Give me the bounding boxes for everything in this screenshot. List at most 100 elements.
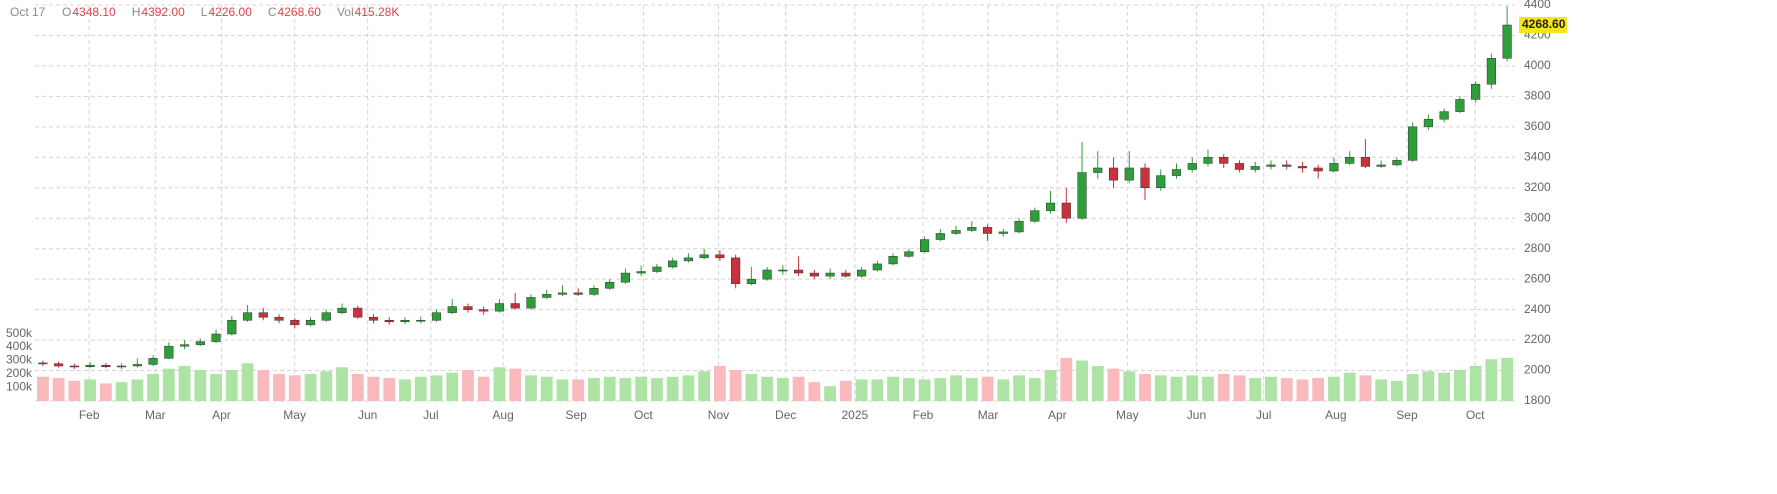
volume-bar bbox=[1391, 380, 1403, 401]
candle-body bbox=[825, 272, 835, 277]
x-tick-label: 2025 bbox=[841, 408, 868, 422]
volume-tick-label: 100k bbox=[6, 380, 33, 394]
x-tick-label: Apr bbox=[212, 408, 231, 422]
x-tick-label: Oct bbox=[1466, 408, 1485, 422]
y-tick-label: 4400 bbox=[1524, 0, 1551, 11]
candle-body bbox=[337, 307, 347, 313]
volume-bar bbox=[1154, 375, 1167, 401]
candle-body bbox=[290, 320, 300, 326]
y-tick-label: 4000 bbox=[1524, 58, 1551, 72]
volume-bar bbox=[399, 379, 411, 401]
volume-bar bbox=[1139, 374, 1151, 401]
volume-bar bbox=[1186, 375, 1199, 401]
candle-body bbox=[1187, 163, 1197, 170]
last-price-badge bbox=[1519, 17, 1567, 34]
volume-bar bbox=[115, 382, 128, 401]
last-price-label: 4268.60 bbox=[1522, 17, 1566, 31]
candle-body bbox=[38, 362, 48, 365]
volume-bar bbox=[1044, 369, 1057, 401]
candle-body bbox=[368, 316, 379, 321]
volume-bar bbox=[1107, 368, 1120, 401]
x-tick-label: Jul bbox=[1256, 408, 1271, 422]
candle-body bbox=[274, 316, 284, 321]
volume-bar bbox=[572, 379, 585, 401]
candle-body bbox=[384, 320, 394, 323]
header-value: 415.28K bbox=[355, 5, 400, 19]
volume-bar bbox=[320, 371, 333, 401]
volume-bar bbox=[1406, 374, 1419, 401]
volume-bar bbox=[36, 376, 49, 401]
x-tick-label: Jun bbox=[358, 408, 377, 422]
candle-body bbox=[1093, 167, 1103, 173]
volume-bar bbox=[147, 374, 159, 401]
candle-body bbox=[1471, 83, 1481, 100]
candle-body bbox=[305, 320, 316, 326]
candle-body bbox=[494, 303, 505, 312]
volume-bar bbox=[918, 379, 931, 401]
volume-bar bbox=[1280, 378, 1293, 401]
volume-bar bbox=[556, 379, 569, 401]
volume-bar bbox=[194, 369, 207, 401]
y-tick-label: 2600 bbox=[1524, 271, 1551, 285]
x-tick-label: Feb bbox=[79, 408, 100, 422]
candle-body bbox=[195, 341, 205, 345]
candle-body bbox=[683, 257, 693, 262]
volume-bar bbox=[887, 376, 899, 401]
volume-bar bbox=[225, 369, 238, 401]
candle-body bbox=[1234, 163, 1245, 170]
candle-body bbox=[888, 256, 898, 265]
volume-bar bbox=[1233, 375, 1246, 401]
volume-tick-label: 500k bbox=[6, 326, 33, 340]
candle-body bbox=[1203, 157, 1213, 164]
candle-body bbox=[1297, 166, 1308, 169]
volume-bar bbox=[635, 376, 648, 401]
candle-body bbox=[1140, 167, 1150, 189]
candle-body bbox=[1282, 164, 1292, 167]
candle-body bbox=[479, 309, 489, 312]
candle-body bbox=[431, 312, 442, 321]
candle-body bbox=[1345, 157, 1355, 164]
candle-body bbox=[1486, 58, 1496, 85]
volume-bar bbox=[1312, 378, 1325, 401]
candle-body bbox=[935, 233, 945, 240]
volume-bar bbox=[1013, 375, 1025, 401]
volume-bar bbox=[666, 376, 679, 401]
volume-bar bbox=[414, 376, 427, 401]
x-tick-label: Jun bbox=[1187, 408, 1206, 422]
candle-body bbox=[1061, 202, 1071, 219]
volume-bar bbox=[792, 376, 805, 401]
volume-bar bbox=[288, 375, 301, 401]
volume-bar bbox=[336, 367, 348, 401]
volume-bar bbox=[808, 382, 821, 401]
candle-body bbox=[1124, 167, 1134, 181]
volume-bar bbox=[430, 375, 443, 401]
candle-body bbox=[1045, 202, 1056, 211]
candle-body bbox=[620, 272, 631, 283]
candle-body bbox=[1313, 167, 1323, 172]
candle-body bbox=[69, 365, 79, 368]
volume-bar bbox=[1076, 360, 1088, 401]
x-tick-label: Oct bbox=[634, 408, 653, 422]
volume-bar bbox=[950, 375, 962, 401]
candle-body bbox=[778, 269, 788, 272]
volume-bar bbox=[588, 378, 600, 401]
volume-bar bbox=[162, 368, 175, 401]
candle-body bbox=[242, 312, 253, 321]
candle-body bbox=[1266, 164, 1276, 167]
header-label: H bbox=[132, 5, 141, 19]
candle-body bbox=[211, 333, 221, 342]
candle-body bbox=[1329, 163, 1339, 172]
header-value: 4348.10 bbox=[72, 5, 116, 19]
volume-bar bbox=[383, 378, 396, 401]
x-tick-label: Dec bbox=[775, 408, 796, 422]
volume-bar bbox=[477, 376, 490, 401]
candle-body bbox=[1108, 167, 1119, 181]
volume-bar bbox=[1501, 357, 1514, 401]
candle-body bbox=[526, 297, 536, 309]
x-tick-label: Aug bbox=[492, 408, 513, 422]
candle-body bbox=[589, 288, 599, 295]
candle-body bbox=[1423, 118, 1433, 128]
volume-bar bbox=[131, 379, 144, 401]
volume-bar bbox=[619, 378, 632, 401]
volume-bar bbox=[1091, 365, 1104, 401]
